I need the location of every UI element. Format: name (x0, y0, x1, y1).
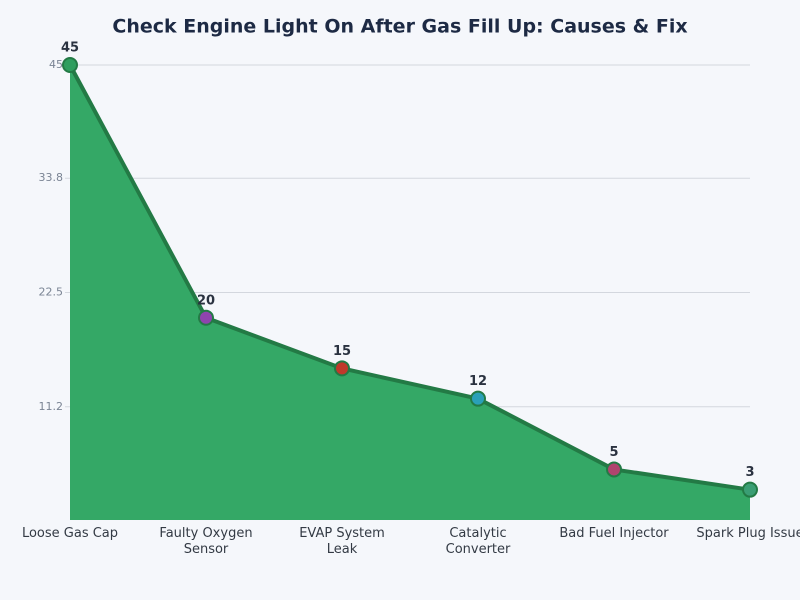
x-tick-label: EVAP System Leak (299, 526, 385, 557)
y-tick-label: 11.2 (39, 400, 64, 413)
data-point (334, 360, 350, 377)
data-label: 12 (469, 374, 487, 389)
y-tick-label: 45 (49, 58, 63, 71)
data-label: 5 (609, 445, 618, 460)
data-point (742, 481, 758, 498)
data-label: 20 (197, 293, 215, 308)
line (68, 64, 751, 492)
y-tick-label: 33.8 (39, 171, 64, 184)
x-tick-label: Loose Gas Cap (21, 526, 119, 541)
y-tick-label: 22.5 (39, 286, 64, 299)
x-tick-label: Catalytic Converter (445, 526, 511, 557)
x-tick-label: Bad Fuel Injector (559, 526, 669, 541)
data-point (606, 461, 622, 478)
data-point (470, 390, 486, 407)
data-label: 45 (61, 41, 79, 56)
data-point (62, 57, 78, 73)
data-label: 15 (333, 344, 351, 359)
data-label: 3 (745, 465, 754, 480)
chart-title: Check Engine Light On After Gas Fill Up:… (112, 16, 687, 38)
data-point (198, 309, 214, 326)
x-tick-label: Faulty Oxygen Sensor (159, 526, 253, 557)
area (70, 65, 750, 520)
x-tick-label: Spark Plug Issue (696, 526, 800, 541)
